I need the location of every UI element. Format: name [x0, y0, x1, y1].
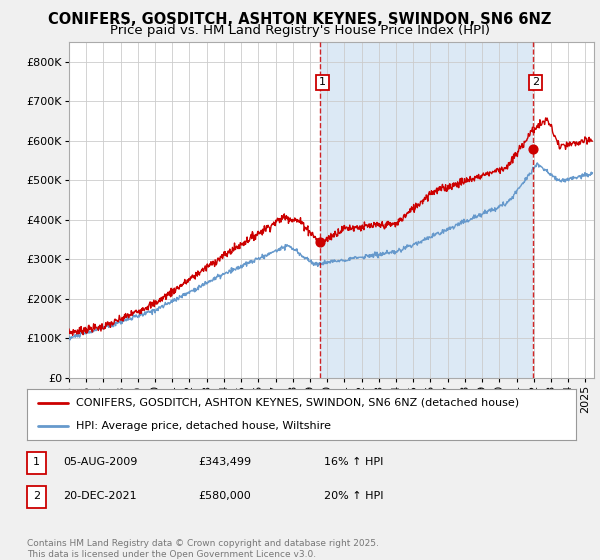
Text: CONIFERS, GOSDITCH, ASHTON KEYNES, SWINDON, SN6 6NZ (detached house): CONIFERS, GOSDITCH, ASHTON KEYNES, SWIND…	[76, 398, 520, 408]
Text: Price paid vs. HM Land Registry's House Price Index (HPI): Price paid vs. HM Land Registry's House …	[110, 24, 490, 36]
Text: £343,499: £343,499	[198, 457, 251, 467]
Text: 20% ↑ HPI: 20% ↑ HPI	[324, 491, 383, 501]
Text: 2: 2	[33, 491, 40, 501]
Point	[316, 238, 325, 247]
Bar	[320, 42, 533, 378]
Text: 05-AUG-2009: 05-AUG-2009	[63, 457, 137, 467]
Text: 1: 1	[33, 457, 40, 467]
Text: £580,000: £580,000	[198, 491, 251, 501]
Text: CONIFERS, GOSDITCH, ASHTON KEYNES, SWINDON, SN6 6NZ: CONIFERS, GOSDITCH, ASHTON KEYNES, SWIND…	[49, 12, 551, 27]
Text: 16% ↑ HPI: 16% ↑ HPI	[324, 457, 383, 467]
Text: 1: 1	[319, 77, 326, 87]
Text: 2: 2	[532, 77, 539, 87]
Text: Contains HM Land Registry data © Crown copyright and database right 2025.
This d: Contains HM Land Registry data © Crown c…	[27, 539, 379, 559]
Point	[529, 144, 538, 153]
Text: HPI: Average price, detached house, Wiltshire: HPI: Average price, detached house, Wilt…	[76, 421, 331, 431]
Text: 20-DEC-2021: 20-DEC-2021	[63, 491, 137, 501]
